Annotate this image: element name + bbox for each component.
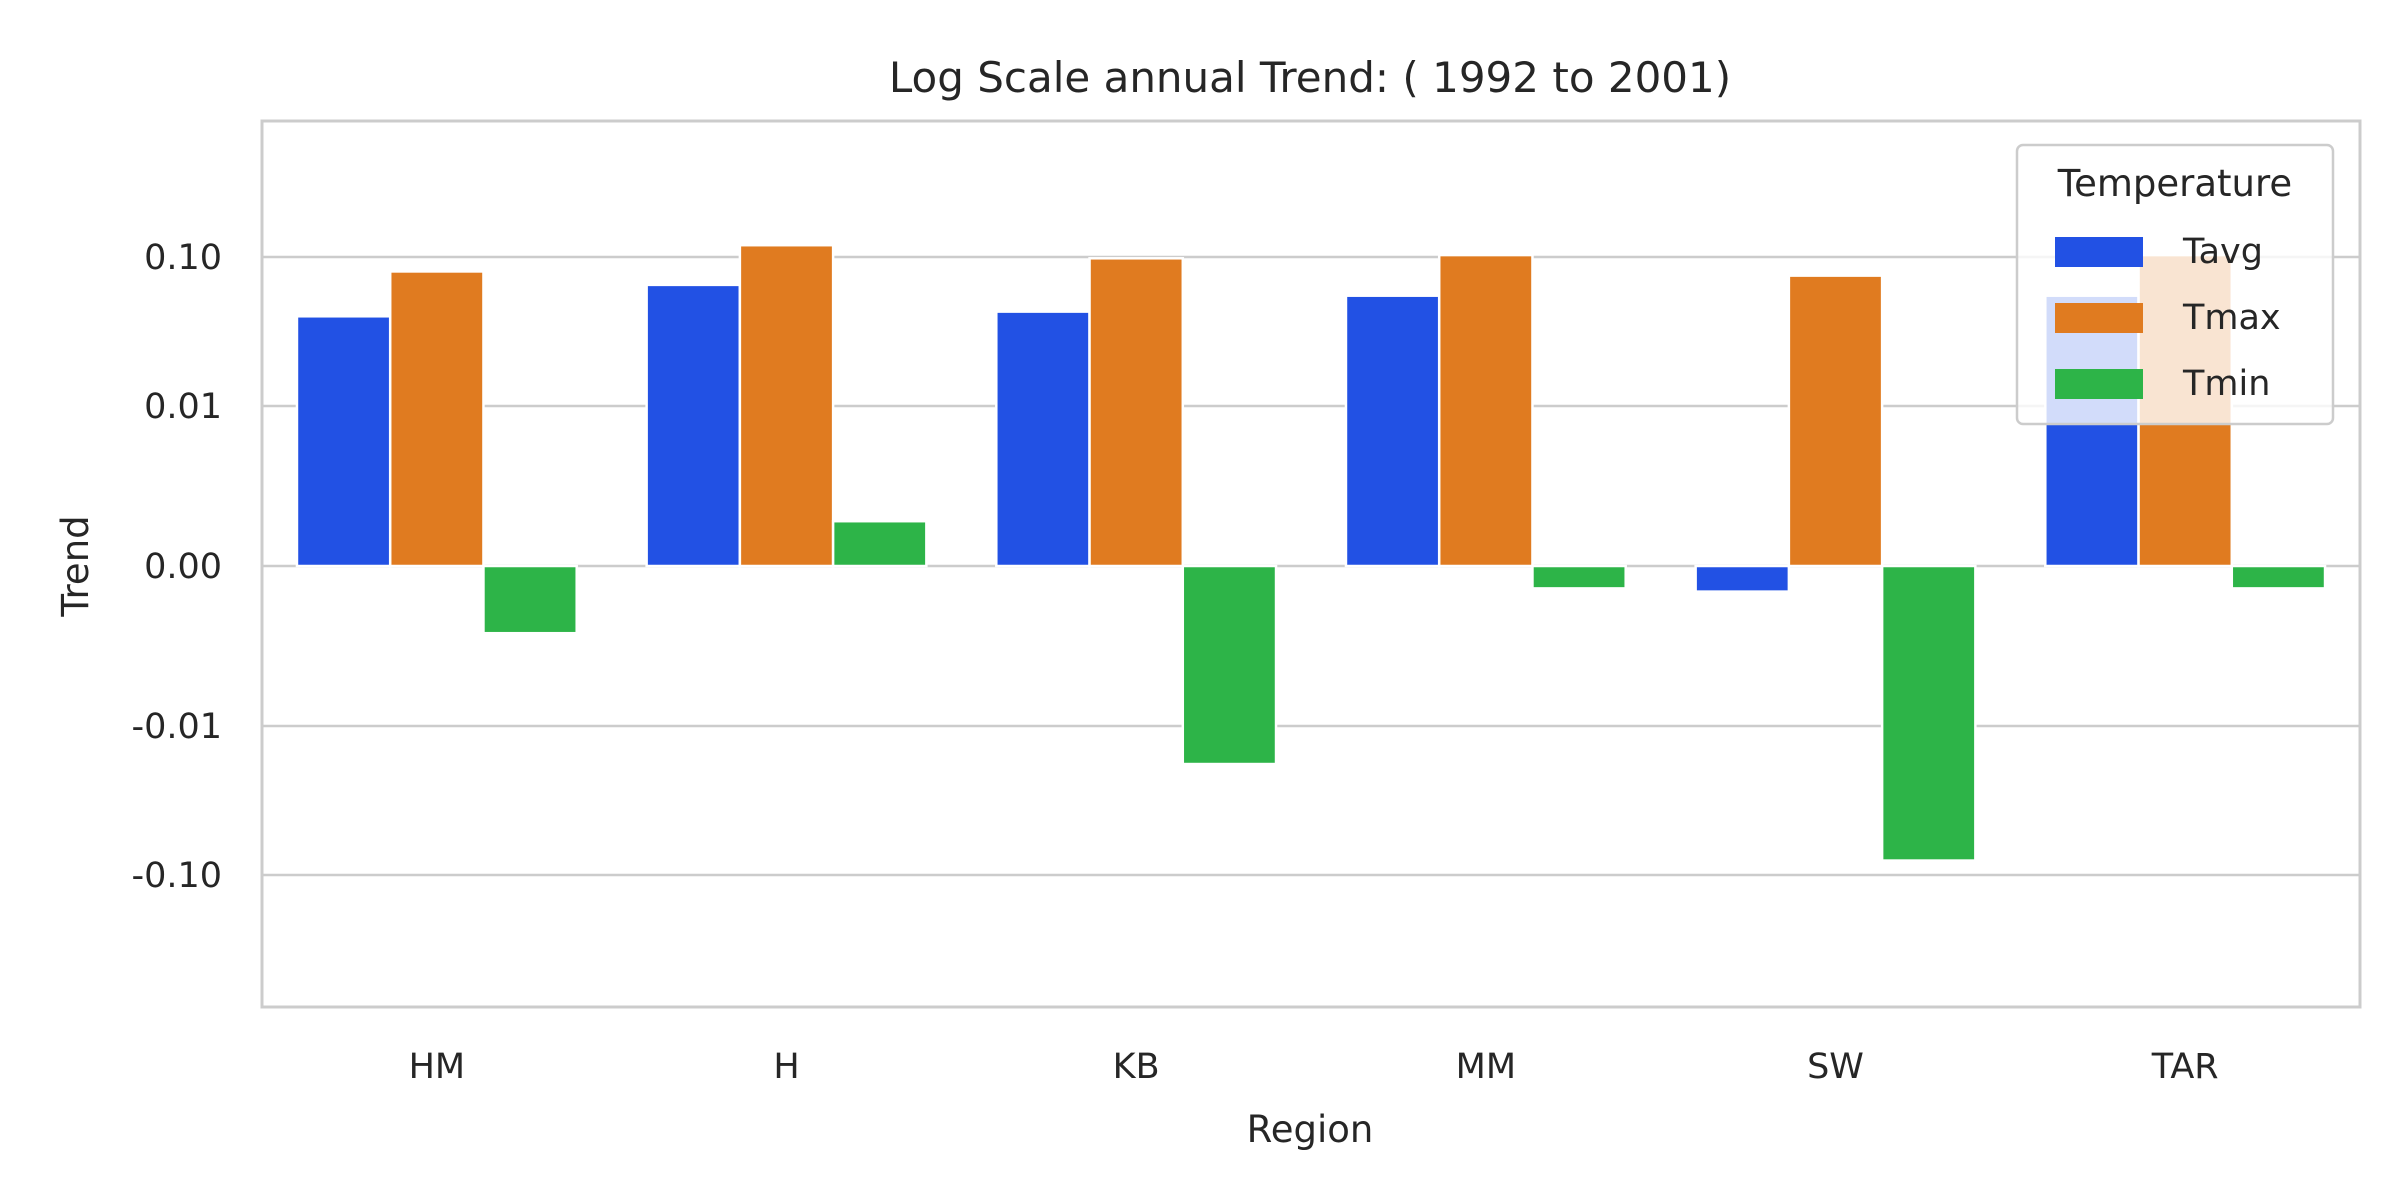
y-tick-label: 0.00 — [144, 547, 222, 587]
bar-tavg-mm — [1344, 294, 1441, 568]
x-tick-labels: HM H KB MM SW TAR — [409, 1047, 2219, 1087]
bar-tmin-h — [831, 519, 928, 568]
legend-box — [2015, 143, 2335, 426]
legend-swatch-tmin — [2055, 369, 2143, 399]
bar-tmin-hm — [482, 564, 578, 635]
legend-swatch-tavg — [2055, 237, 2143, 267]
bar-tmax-h — [738, 243, 835, 568]
y-tick-label: 0.10 — [144, 238, 222, 278]
bar-tmax-mm — [1437, 253, 1534, 568]
legend-label-tmin: Tmin — [2182, 364, 2270, 404]
legend-items: Tavg Tmax Tmin — [2055, 232, 2281, 404]
y-tick-labels: 0.10 0.01 0.00 -0.01 -0.10 — [131, 238, 222, 896]
y-tick-label: -0.10 — [131, 856, 222, 896]
bar-tmin-tar — [2230, 564, 2327, 590]
legend: Temperature Tavg Tmax Tmin — [2015, 143, 2335, 426]
x-axis-label: Region — [1247, 1108, 1374, 1151]
bar-tavg-h — [645, 283, 742, 568]
x-tick-label: HM — [409, 1047, 466, 1087]
x-tick-label: H — [773, 1047, 799, 1087]
bar-tmax-kb — [1088, 257, 1185, 568]
x-tick-label: KB — [1113, 1047, 1160, 1087]
y-axis-label: Trend — [54, 515, 97, 617]
bar-tmin-sw — [1880, 564, 1977, 862]
bar-tmin-mm — [1531, 564, 1627, 590]
bar-tmax-sw — [1787, 274, 1884, 568]
bars — [295, 243, 2327, 862]
gridlines — [262, 255, 2360, 877]
legend-label-tavg: Tavg — [2182, 232, 2263, 272]
legend-swatch-tmax — [2055, 303, 2143, 333]
bar-tavg-sw — [1694, 564, 1791, 593]
bar-tavg-hm — [295, 315, 392, 568]
bar-tmax-hm — [388, 270, 485, 568]
plot-frame — [260, 119, 2362, 1009]
y-tick-label: 0.01 — [144, 387, 222, 427]
y-tick-label: -0.01 — [131, 707, 222, 747]
chart-title: Log Scale annual Trend: ( 1992 to 2001) — [889, 53, 1731, 102]
legend-title: Temperature — [2057, 162, 2292, 205]
x-tick-label: TAR — [2151, 1047, 2219, 1087]
x-tick-label: SW — [1807, 1047, 1864, 1087]
bar-tmin-kb — [1181, 564, 1278, 766]
legend-label-tmax: Tmax — [2182, 298, 2281, 338]
x-tick-label: MM — [1456, 1047, 1516, 1087]
bar-tavg-kb — [995, 310, 1091, 568]
